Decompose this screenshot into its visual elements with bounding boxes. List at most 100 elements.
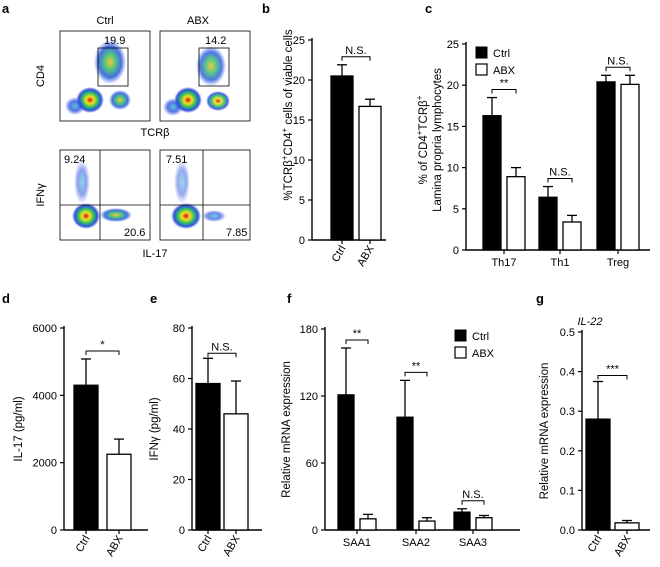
panel-e-sig-bracket xyxy=(207,352,237,358)
panel-c-ytick-label: 5 xyxy=(453,204,459,216)
panel-c-ylabel-part: TCRβ xyxy=(418,100,430,131)
panel-f-legend: Ctrl ABX xyxy=(454,329,495,360)
panel-c-bar-ctrl-th1 xyxy=(538,196,558,251)
panel-c-xtick-label: Th17 xyxy=(491,257,516,269)
legend-swatch-ctrl xyxy=(475,46,488,59)
panel-c-ylabel-part: % of CD4 xyxy=(418,135,430,185)
panel-c-ytick-label: 25 xyxy=(447,39,459,51)
panel-e-sig-label: N.S. xyxy=(211,341,232,353)
panel-g-sig-label: *** xyxy=(606,364,620,376)
panel-d-sig-bracket xyxy=(85,350,120,355)
gate-box xyxy=(97,47,129,87)
panel-f-bar-ctrl-saa1 xyxy=(337,394,355,531)
panel-d-ytick-label: 0 xyxy=(51,525,57,537)
panel-a: a Ctrl ABX 19.9 14.2 CD4 TCRβ xyxy=(2,1,251,260)
panel-b-ylabel: %TCRβ+CD4+ cells of viable cells xyxy=(280,29,295,201)
panel-c-sig-label: N.S. xyxy=(549,167,570,179)
panel-g-title: IL-22 xyxy=(577,316,602,328)
ctrl-ifng-quadrant-value: 9.24 xyxy=(64,154,85,166)
panel-c-legend: Ctrl ABX xyxy=(475,46,516,77)
panel-f-label: f xyxy=(287,291,292,306)
ctrl-cd4-gate-value: 19.9 xyxy=(104,35,125,47)
panel-d-xtick-label: Ctrl xyxy=(74,534,93,555)
panel-c-ytick-label: 15 xyxy=(447,121,459,133)
panel-d-bar-abx xyxy=(106,453,132,531)
legend-label-abx: ABX xyxy=(472,348,495,360)
panel-b-ytick-label: 5 xyxy=(299,195,305,207)
legend-swatch-abx xyxy=(454,346,467,359)
panel-f-bar-abx-saa2 xyxy=(418,520,436,531)
panel-g-ytick-label: 0.4 xyxy=(560,367,575,379)
abx-cd4-gate-value: 14.2 xyxy=(205,35,226,47)
panel-g-ytick-label: 0.2 xyxy=(560,446,575,458)
panel-e-label: e xyxy=(150,291,157,306)
panel-c-bar-abx-th1 xyxy=(562,221,582,251)
panel-c-ylabel-sup: + xyxy=(415,95,424,100)
panel-c-ylabel-sup: + xyxy=(415,130,424,135)
panel-b-ylabel-sup: + xyxy=(280,155,289,160)
panel-c-sig-bracket xyxy=(605,66,631,72)
panel-e-xtick-label: Ctrl xyxy=(196,534,215,555)
panel-f-sig-label: N.S. xyxy=(462,489,483,501)
panel-e-bar-ctrl xyxy=(195,382,221,531)
flow-plot-abx-cd4: 14.2 xyxy=(159,30,251,122)
panel-b-ytick-label: 15 xyxy=(293,115,305,127)
panel-a-top-xlabel: TCRβ xyxy=(141,127,170,139)
panel-e-ytick-label: 40 xyxy=(173,424,185,436)
panel-f-ytick-label: 60 xyxy=(306,458,318,470)
panel-g-bar-ctrl xyxy=(585,418,611,531)
panel-b-sig-bracket xyxy=(341,56,371,61)
legend-swatch-ctrl xyxy=(454,329,467,342)
flow-plot-ctrl-ifng: 9.24 20.6 xyxy=(59,149,151,241)
panel-f-sig-bracket xyxy=(404,371,428,377)
panel-d-xtick-label: ABX xyxy=(104,533,126,559)
panel-b-xtick-label: ABX xyxy=(355,243,377,269)
charts-layer: 0 5 10 15 20 25 Ctrl ABX N.S. 0 5 10 15 20 25 Th17 Th1 Tr… xyxy=(13,35,650,559)
panel-f-bar-ctrl-saa2 xyxy=(396,416,414,531)
panel-e-bar-abx xyxy=(223,413,249,531)
panel-f-xtick-label: SAA3 xyxy=(459,537,487,549)
panel-d-ytick-label: 2000 xyxy=(33,458,57,470)
panel-b-sig-label: N.S. xyxy=(345,45,366,57)
panel-b-xtick-label: Ctrl xyxy=(330,244,349,265)
panel-c-bar-abx-treg xyxy=(620,83,640,251)
panel-g-sig-bracket xyxy=(597,375,628,380)
panel-b-ytick-label: 20 xyxy=(293,75,305,87)
panel-c-ylabel-line1: % of CD4+TCRβ+ xyxy=(415,95,430,184)
panel-f-sig-bracket xyxy=(461,500,485,505)
panel-f-bar-ctrl-saa3 xyxy=(453,511,471,531)
panel-c-sig-label: N.S. xyxy=(607,55,628,67)
panel-f-xtick-label: SAA2 xyxy=(402,537,430,549)
panel-e-ytick-label: 0 xyxy=(179,525,185,537)
panel-g-ytick-label: 0.5 xyxy=(560,327,575,339)
panel-c-bar-abx-th17 xyxy=(506,176,526,251)
legend-swatch-abx xyxy=(475,63,488,76)
panel-d-label: d xyxy=(2,291,10,306)
panel-d-ytick-label: 4000 xyxy=(33,390,57,402)
panel-f-bar-abx-saa1 xyxy=(359,518,377,531)
abx-il17-quadrant-value: 7.85 xyxy=(226,227,247,239)
panel-g-label: g xyxy=(536,291,544,306)
panel-f-ytick-label: 120 xyxy=(300,391,318,403)
panel-a-ctrl-header: Ctrl xyxy=(96,15,113,27)
panel-c-ytick-label: 0 xyxy=(453,245,459,257)
panel-b-ytick-label: 10 xyxy=(293,155,305,167)
panel-f-sig-label: ** xyxy=(353,328,362,340)
panel-f-sig-label: ** xyxy=(412,360,421,372)
panel-g-ylabel: Relative mRNA expression xyxy=(539,363,551,500)
panel-a-bottom-xlabel: IL-17 xyxy=(142,248,167,260)
panel-g-ytick-label: 0.0 xyxy=(560,525,575,537)
panel-g-ytick-label: 0.1 xyxy=(560,485,575,497)
panel-e-ytick-label: 80 xyxy=(173,323,185,335)
panel-c-ylabel-line2: Lamina propria lymphocytes xyxy=(432,68,444,212)
panel-b-label: b xyxy=(262,1,270,16)
panel-f-sig-bracket xyxy=(345,339,369,344)
panel-f-ytick-label: 0 xyxy=(312,525,318,537)
panel-c-xtick-label: Th1 xyxy=(551,257,570,269)
panel-b-ylabel-sup: + xyxy=(280,127,289,132)
panel-b-bar-ctrl xyxy=(330,75,354,241)
panel-e-ytick-label: 60 xyxy=(173,374,185,386)
panel-f-ylabel: Relative mRNA expression xyxy=(281,361,293,498)
ctrl-il17-quadrant-value: 20.6 xyxy=(124,227,145,239)
